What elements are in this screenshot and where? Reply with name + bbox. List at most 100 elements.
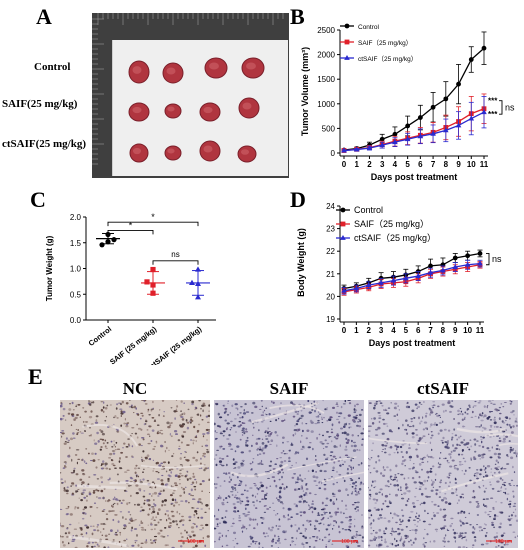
data-point — [111, 237, 117, 243]
ns-bracket — [499, 100, 503, 115]
x-tick-label: 11 — [476, 326, 485, 335]
data-point — [430, 130, 436, 136]
data-point — [144, 279, 150, 285]
x-tick-label: 8 — [444, 160, 449, 169]
data-point — [379, 136, 385, 142]
data-point — [195, 294, 201, 300]
legend-marker — [344, 55, 350, 60]
x-tick-label: 9 — [456, 160, 461, 169]
data-point — [341, 287, 347, 293]
legend-marker — [340, 207, 346, 213]
series-line — [343, 108, 485, 152]
data-point — [405, 123, 411, 129]
x-tick-label: 0 — [342, 326, 347, 335]
x-tick-label: 9 — [453, 326, 458, 335]
y-tick-label: 1.5 — [70, 239, 82, 248]
legend-marker — [340, 235, 346, 240]
data-point — [417, 115, 423, 120]
y-tick-label: 0 — [331, 149, 336, 158]
row-label-control: Control — [34, 61, 71, 73]
significance-bracket — [107, 229, 154, 235]
data-point — [366, 145, 373, 150]
series-line — [343, 262, 481, 292]
data-point — [417, 133, 424, 139]
data-point — [378, 279, 384, 285]
data-point — [456, 81, 461, 87]
data-point — [404, 136, 411, 142]
data-point — [481, 45, 487, 51]
data-point — [477, 251, 483, 256]
x-tick-label: 1 — [355, 160, 360, 169]
y-axis-label: Tumor Volume (mm³) — [300, 47, 310, 136]
x-tick-label: 2 — [367, 326, 372, 335]
scale-bar-nc: 100 μm — [187, 539, 204, 545]
row-label-saif: SAIF(25 mg/kg) — [2, 98, 78, 110]
x-tick-label: Control — [87, 324, 114, 348]
ihc-image-saif: 100 μm — [214, 400, 364, 548]
y-tick-label: 2000 — [317, 51, 335, 60]
data-point — [365, 282, 372, 288]
data-point — [481, 109, 487, 115]
y-tick-label: 1000 — [317, 100, 335, 109]
data-point — [415, 273, 421, 278]
x-tick-label: 11 — [480, 160, 489, 169]
x-tick-label: 0 — [342, 160, 347, 169]
x-tick-label: 8 — [441, 326, 446, 335]
data-point — [150, 266, 156, 273]
tumor-samples — [128, 57, 265, 163]
legend-label: SAIF（25 mg/kg） — [358, 39, 412, 47]
legend-marker — [344, 39, 350, 45]
y-tick-label: 23 — [326, 225, 335, 234]
panel-e-label: E — [28, 364, 43, 389]
data-point — [379, 142, 385, 148]
data-point — [428, 263, 433, 269]
data-point — [443, 96, 449, 102]
x-tick-label: 6 — [416, 326, 421, 335]
panel-c-label: C — [30, 187, 46, 212]
significance-ctsaif: *** — [488, 110, 498, 119]
y-tick-label: 1.0 — [70, 265, 82, 274]
data-point — [392, 131, 398, 137]
y-tick-label: 0.0 — [70, 316, 82, 325]
ihc-title-saif: SAIF — [269, 379, 309, 398]
data-point — [392, 139, 398, 145]
x-axis-label: Days post treatment — [369, 338, 456, 348]
y-tick-label: 21 — [326, 270, 335, 279]
ihc-title-nc: NC — [122, 379, 148, 398]
scale-bar-saif: 100 μm — [341, 539, 358, 545]
series-line — [343, 47, 485, 151]
significance-bracket — [152, 260, 199, 265]
series-line — [343, 264, 481, 293]
significance-label: * — [129, 220, 133, 230]
x-tick-label: 3 — [380, 160, 385, 169]
x-tick-label: 4 — [393, 160, 398, 169]
data-point — [452, 255, 458, 261]
x-tick-label: 1 — [354, 326, 359, 335]
x-tick-label: 10 — [467, 160, 476, 169]
x-tick-label: 3 — [379, 326, 384, 335]
tumor-photo-paper — [112, 40, 288, 176]
legend-label: SAIF（25 mg/kg） — [354, 219, 429, 229]
ns-label: ns — [505, 102, 515, 112]
data-point — [443, 127, 449, 133]
x-tick-label: 7 — [431, 160, 436, 169]
data-point — [464, 261, 471, 267]
ihc-title-ctsaif: ctSAIF — [417, 379, 469, 398]
significance-bracket — [107, 221, 199, 227]
ns-label: ns — [492, 254, 502, 264]
significance-label: * — [151, 212, 155, 222]
y-tick-label: 2500 — [317, 26, 335, 35]
data-point — [353, 146, 360, 152]
data-point — [353, 285, 360, 291]
scale-bar-ctsaif: 100 μm — [495, 539, 512, 545]
x-tick-label: 4 — [391, 326, 396, 335]
tumor-weight-chart: 0.0 0.5 1.0 1.5 2.0 Tumor Weight (g) ControlSA… — [45, 212, 216, 365]
x-tick-label: 2 — [367, 160, 372, 169]
data-point — [477, 260, 483, 266]
ihc-image-nc: 100 μm — [60, 400, 210, 548]
legend-marker — [344, 23, 350, 29]
series-line — [343, 252, 481, 290]
legend-label: ctSAIF（25 mg/kg） — [358, 55, 417, 63]
